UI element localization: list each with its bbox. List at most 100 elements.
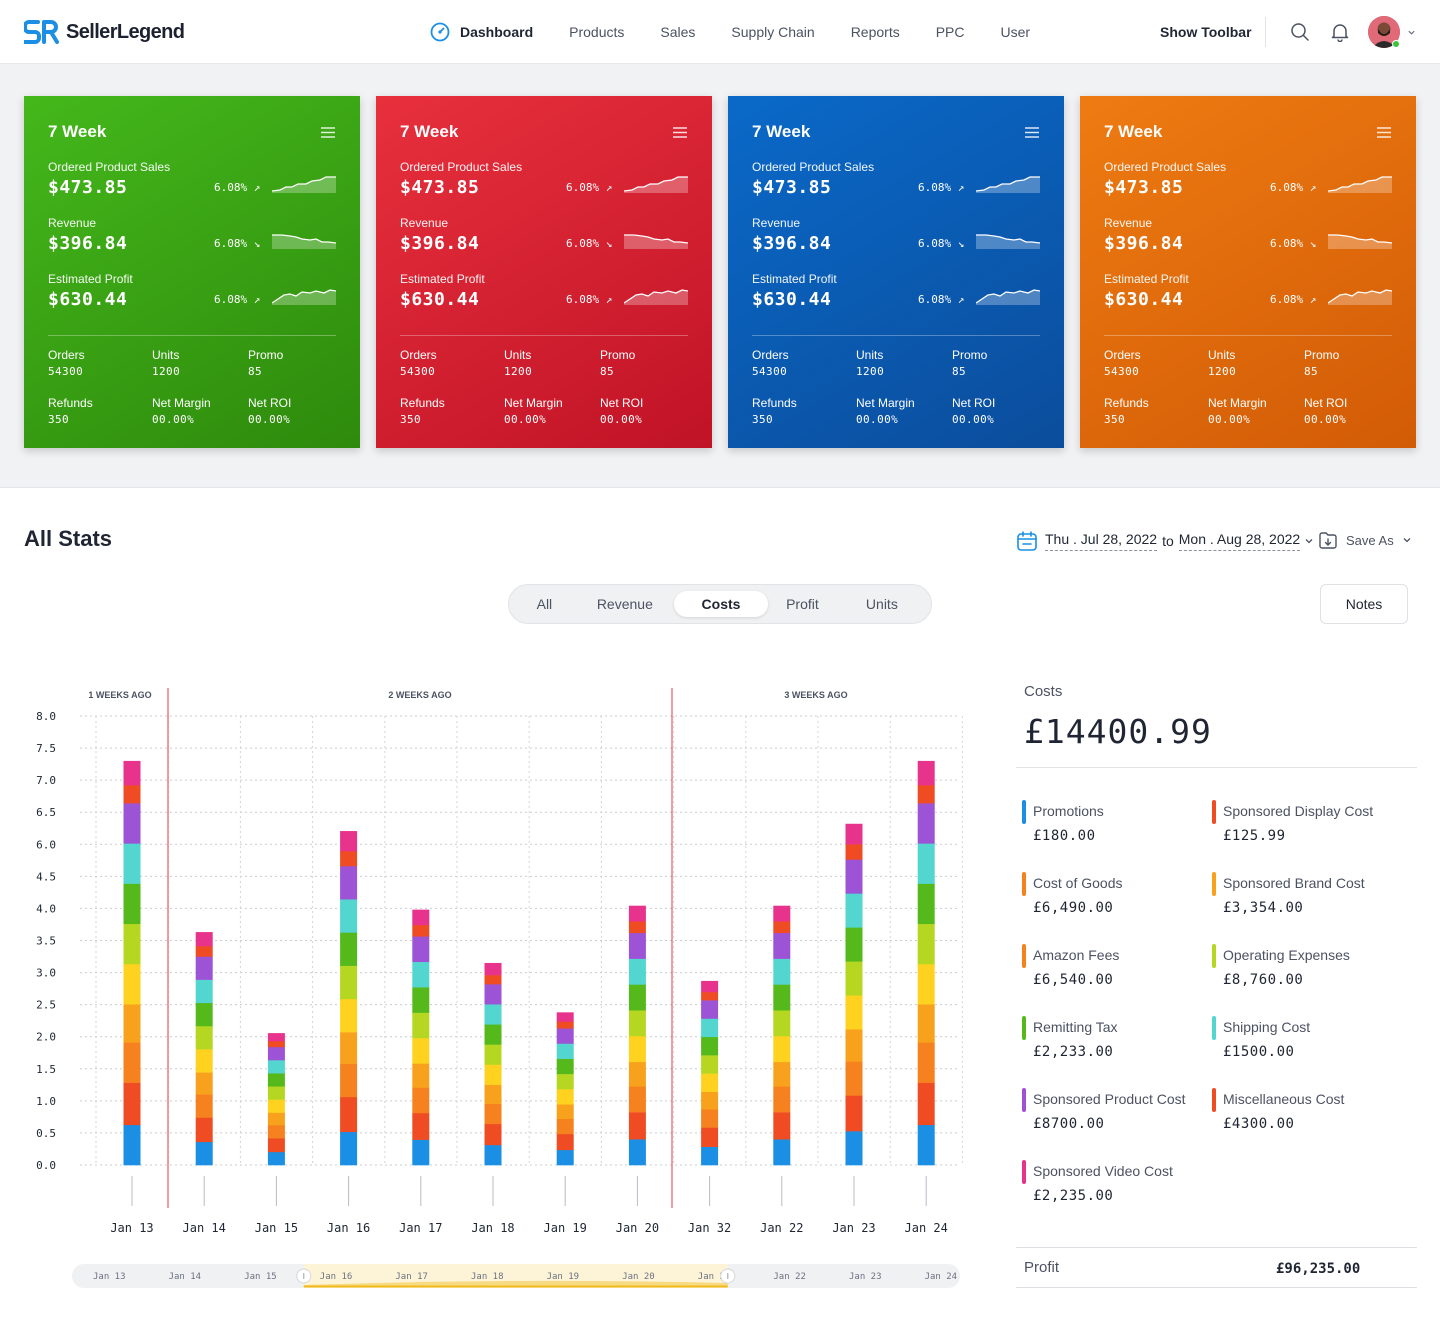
- arrow-up-right-icon: ↗: [957, 293, 965, 306]
- cost-value: £3,354.00: [1223, 900, 1304, 916]
- metric-label: Revenue: [1104, 216, 1153, 230]
- bar-segment: [195, 1117, 213, 1143]
- nav-item-supply-chain[interactable]: Supply Chain: [731, 24, 815, 40]
- brand-logo[interactable]: SellerLegend: [24, 18, 185, 46]
- profit-value: £96,235.00: [1276, 1261, 1361, 1277]
- stat-label: Orders: [400, 348, 437, 362]
- online-status-dot: [1392, 40, 1400, 48]
- metric-change: 6.08% ↗: [566, 181, 612, 194]
- nav-item-reports[interactable]: Reports: [850, 24, 900, 40]
- bar-segment: [628, 1035, 646, 1063]
- save-as-dropdown[interactable]: Save As: [1318, 530, 1412, 550]
- hamburger-menu-icon[interactable]: [321, 127, 335, 138]
- bar-segment: [917, 760, 935, 786]
- cost-item: Promotions £180.00: [1022, 800, 1212, 850]
- metric-label: Estimated Profit: [48, 272, 133, 286]
- card-divider: [752, 335, 1040, 336]
- stat-label: Orders: [1104, 348, 1141, 362]
- stat-value: 00.00%: [1304, 413, 1347, 426]
- arrow-down-right-icon: ↘: [253, 237, 261, 250]
- metric-change-value: 6.08%: [1270, 237, 1304, 250]
- nav-item-user[interactable]: User: [1000, 24, 1031, 40]
- bar-segment: [917, 1082, 935, 1126]
- calendar-icon: [1017, 531, 1037, 551]
- tab-costs[interactable]: Costs: [673, 591, 769, 617]
- bar-segment: [123, 1004, 141, 1043]
- costs-total: £14400.99: [1024, 712, 1212, 751]
- hamburger-menu-icon[interactable]: [1377, 127, 1391, 138]
- bar-segment: [701, 1055, 719, 1074]
- metric-change-value: 6.08%: [214, 181, 248, 194]
- metric-label: Ordered Product Sales: [400, 160, 523, 174]
- bar-segment: [773, 984, 791, 1011]
- search-icon[interactable]: [1290, 22, 1310, 42]
- bar-segment: [412, 936, 430, 963]
- chart-range-scrubber[interactable]: Jan 13 Jan 14 Jan 15 Jan 16 Jan 17 Jan 18 Jan …: [72, 1264, 960, 1288]
- tab-units[interactable]: Units: [865, 596, 898, 612]
- bar-segment: [412, 1139, 430, 1166]
- metric-change: 6.08% ↗: [918, 181, 964, 194]
- stat-value: 54300: [1104, 365, 1140, 378]
- bar-segment: [123, 760, 141, 786]
- y-tick-label: 8.0: [36, 710, 56, 723]
- scrubber-label: Jan 18: [471, 1272, 504, 1282]
- bar-segment: [340, 932, 358, 966]
- cost-value: £180.00: [1033, 828, 1096, 844]
- bar-segment: [845, 961, 863, 996]
- metric-change-value: 6.08%: [566, 181, 600, 194]
- tab-profit[interactable]: Profit: [786, 596, 819, 612]
- date-to[interactable]: Mon . Aug 28, 2022: [1178, 531, 1301, 551]
- bar-segment: [195, 956, 213, 980]
- hamburger-menu-icon[interactable]: [1025, 127, 1039, 138]
- bar-segment: [701, 1018, 719, 1038]
- hamburger-menu-icon[interactable]: [673, 127, 687, 138]
- metric-change: 6.08% ↗: [918, 293, 964, 306]
- nav-item-sales[interactable]: Sales: [660, 24, 696, 40]
- sellerlegend-logo-icon: [24, 20, 59, 44]
- bar-segment: [556, 1012, 574, 1022]
- cost-label: Promotions: [1033, 803, 1104, 819]
- profit-divider-top: [1016, 1247, 1417, 1248]
- cost-color-bar: [1212, 1016, 1216, 1040]
- profit-label: Profit: [1024, 1259, 1060, 1276]
- x-tick-label: Jan 16: [327, 1221, 370, 1235]
- stat-label: Net ROI: [952, 396, 996, 410]
- sparkline: [624, 234, 688, 249]
- cost-label: Cost of Goods: [1033, 875, 1123, 891]
- bar-segment: [628, 1112, 646, 1140]
- cost-item: Sponsored Video Cost £2,235.00: [1022, 1160, 1212, 1210]
- date-from[interactable]: Thu . Jul 28, 2022: [1045, 531, 1158, 551]
- stat-label: Orders: [48, 348, 85, 362]
- chevron-down-icon: [1403, 538, 1411, 543]
- metric-value: $630.44: [48, 289, 128, 310]
- scrubber-label: Jan 16: [320, 1272, 353, 1282]
- cost-label: Amazon Fees: [1033, 947, 1120, 963]
- metric-change: 6.08% ↗: [214, 181, 260, 194]
- costs-stacked-bar-chart: 0.0 0.5 1.0 1.5 2.0 2.5 3.0 3.5 4.0 4.5 6.0 6.5 7.0 7…: [36, 688, 963, 1235]
- cost-value: £2,233.00: [1033, 1044, 1114, 1060]
- bar-segment: [701, 1109, 719, 1128]
- nav-item-dashboard[interactable]: Dashboard: [430, 22, 533, 42]
- metric-change-value: 6.08%: [1270, 181, 1304, 194]
- tab-all[interactable]: All: [536, 596, 553, 612]
- bar-segment: [484, 1084, 502, 1104]
- bar-segment: [412, 1112, 430, 1140]
- nav-item-products[interactable]: Products: [569, 24, 625, 40]
- nav-item-ppc[interactable]: PPC: [935, 24, 965, 40]
- chevron-down-icon[interactable]: [1407, 28, 1416, 37]
- bar-segment: [773, 1086, 791, 1113]
- metric-label: Revenue: [400, 216, 449, 230]
- metric-value: $630.44: [752, 289, 832, 310]
- main-nav: Dashboard Products Sales Supply Chain Re…: [430, 0, 1066, 64]
- date-range-picker[interactable]: Thu . Jul 28, 2022 to Mon . Aug 28, 2022: [1016, 530, 1314, 552]
- show-toolbar-button[interactable]: Show Toolbar: [1160, 24, 1252, 40]
- notification-bell-icon[interactable]: [1330, 22, 1350, 42]
- cost-value: £6,540.00: [1033, 972, 1114, 988]
- bar-segment: [267, 1033, 285, 1042]
- notes-button[interactable]: Notes: [1320, 584, 1408, 624]
- bar-segment: [845, 859, 863, 894]
- tab-revenue[interactable]: Revenue: [596, 596, 653, 612]
- bar-segment: [340, 965, 358, 1000]
- stat-label: Refunds: [752, 396, 797, 410]
- cost-item: Sponsored Brand Cost £3,354.00: [1212, 872, 1402, 922]
